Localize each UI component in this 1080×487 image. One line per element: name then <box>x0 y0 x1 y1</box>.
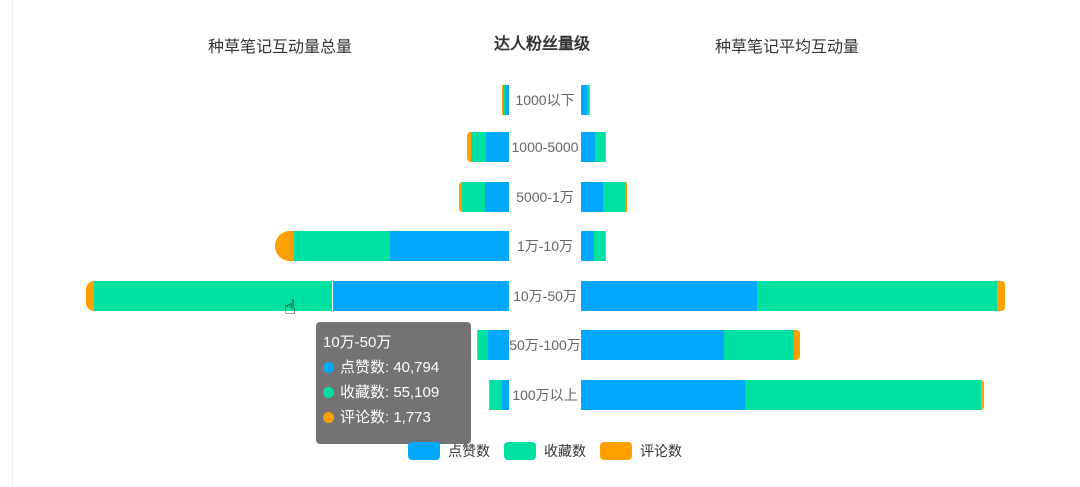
total-bar-comments[interactable] <box>501 85 503 115</box>
average-bar-comments[interactable] <box>981 380 984 410</box>
center-title: 达人粉丝量级 <box>494 36 591 53</box>
average-bar-likes[interactable] <box>581 231 594 261</box>
left-chart-title: 种草笔记互动量总量 <box>208 39 353 56</box>
category-label: 50万-100万 <box>510 330 580 360</box>
legend: 点赞数 收藏数 评论数 <box>408 441 682 461</box>
total-bar-likes[interactable] <box>502 380 509 410</box>
tooltip-row: 收藏数: 55,109 <box>340 384 440 401</box>
hand-cursor-icon: ☝ <box>284 297 297 319</box>
total-bar-comments[interactable] <box>467 132 472 162</box>
category-label: 1000-5000 <box>510 132 580 162</box>
total-bar-comments[interactable] <box>86 281 95 311</box>
average-bar-likes[interactable] <box>581 281 757 311</box>
total-bar-comments[interactable] <box>459 182 463 212</box>
tooltip: 10万-50万 点赞数: 40,794 收藏数: 55,109 评论数: 1,7… <box>316 322 471 444</box>
average-bar-comments[interactable] <box>794 330 800 360</box>
category-label: 5000-1万 <box>510 182 580 212</box>
average-bar-comments[interactable] <box>626 182 627 212</box>
tooltip-title: 10万-50万 <box>323 334 392 351</box>
legend-item-favorites[interactable]: 收藏数 <box>504 441 586 461</box>
average-bar-comments[interactable] <box>605 231 606 261</box>
category-text: 1万-10万 <box>516 238 574 254</box>
total-bar-favorites[interactable] <box>94 281 333 311</box>
category-label: 100万以上 <box>510 380 580 410</box>
dot-icon <box>323 362 334 373</box>
average-bar-comments[interactable] <box>997 281 1005 311</box>
average-bar-favorites[interactable] <box>594 231 605 261</box>
average-bar-likes[interactable] <box>581 182 603 212</box>
total-bar-favorites[interactable] <box>462 182 486 212</box>
total-bar-favorites[interactable] <box>293 231 391 261</box>
total-bar-favorites[interactable] <box>489 380 503 410</box>
total-bar-likes[interactable] <box>505 85 509 115</box>
category-label: 10万-50万 <box>510 281 580 311</box>
dot-icon <box>323 387 334 398</box>
total-bar-likes[interactable] <box>332 281 509 311</box>
tooltip-row: 评论数: 1,773 <box>340 409 431 426</box>
total-bar-comments[interactable] <box>476 330 479 360</box>
average-bar-comments[interactable] <box>605 132 606 162</box>
average-bar-likes[interactable] <box>581 380 745 410</box>
average-bar-favorites[interactable] <box>603 182 626 212</box>
category-text: 1000-5000 <box>511 139 579 155</box>
category-label: 1万-10万 <box>510 231 580 261</box>
average-bar-comments[interactable] <box>589 85 590 115</box>
total-bar-likes[interactable] <box>486 132 509 162</box>
category-text: 10万-50万 <box>513 288 577 304</box>
total-bar-likes[interactable] <box>485 182 509 212</box>
total-bar-comments[interactable] <box>274 231 294 261</box>
right-chart-title: 种草笔记平均互动量 <box>715 39 860 56</box>
category-text: 1000以下 <box>515 92 575 108</box>
category-text: 100万以上 <box>512 387 578 403</box>
legend-item-likes[interactable]: 点赞数 <box>408 441 490 461</box>
average-bar-favorites[interactable] <box>745 380 981 410</box>
legend-label: 评论数 <box>640 443 682 459</box>
legend-label: 收藏数 <box>544 443 586 459</box>
total-bar-comments[interactable] <box>488 380 490 410</box>
total-bar-likes[interactable] <box>488 330 509 360</box>
category-text: 5000-1万 <box>516 189 574 205</box>
average-bar-favorites[interactable] <box>587 85 589 115</box>
average-bar-favorites[interactable] <box>595 132 605 162</box>
average-bar-favorites[interactable] <box>724 330 794 360</box>
tooltip-row: 点赞数: 40,794 <box>340 359 440 376</box>
dot-icon <box>323 412 334 423</box>
average-bar-likes[interactable] <box>581 330 724 360</box>
total-bar-favorites[interactable] <box>478 330 489 360</box>
total-bar-favorites[interactable] <box>471 132 487 162</box>
category-label: 1000以下 <box>510 85 580 115</box>
divider <box>12 0 13 487</box>
total-bar-likes[interactable] <box>390 231 509 261</box>
legend-item-comments[interactable]: 评论数 <box>600 441 682 461</box>
average-bar-likes[interactable] <box>581 132 595 162</box>
average-bar-favorites[interactable] <box>757 281 997 311</box>
category-text: 50万-100万 <box>510 337 580 353</box>
average-bar-likes[interactable] <box>581 85 587 115</box>
total-bar-favorites[interactable] <box>502 85 506 115</box>
legend-label: 点赞数 <box>448 443 490 459</box>
